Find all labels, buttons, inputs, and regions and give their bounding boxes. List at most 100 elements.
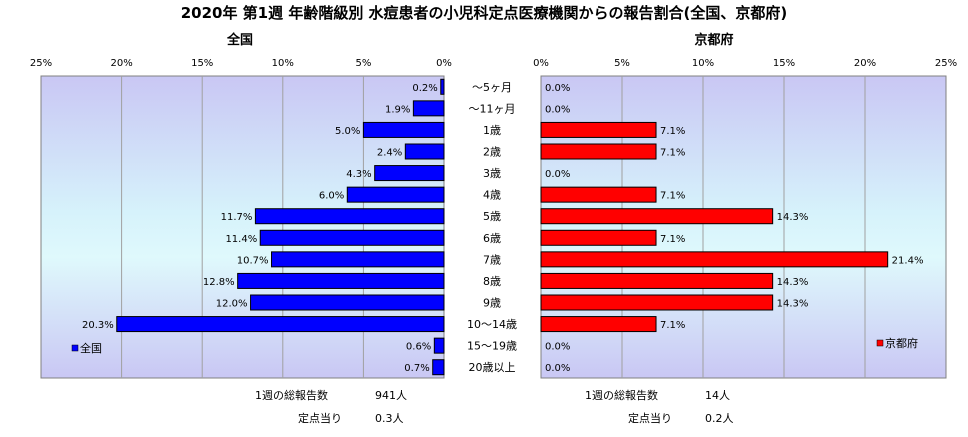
right-tick-label: 25% [935,58,957,69]
right-chart-title: 京都府 [694,32,733,48]
right-data-label: 7.1% [660,148,685,159]
category-label: 4歳 [483,189,501,202]
left-tick-label: 20% [110,58,132,69]
left-data-label: 2.4% [377,148,402,159]
category-label: 7歳 [483,253,501,266]
left-tick-label: 10% [272,58,294,69]
left-data-label: 0.6% [406,342,431,353]
left-data-label: 0.2% [412,83,437,94]
left-data-label: 0.7% [404,363,429,374]
left-tick-label: 0% [436,58,452,69]
left-chart-title: 全国 [226,32,253,48]
left-plot-area [40,75,445,379]
left-data-label: 6.0% [319,191,344,202]
left-bar [271,251,445,268]
right-tick-labels: 0% 5% 10% 15% 20% 25% [533,58,957,69]
right-legend-label: 京都府 [885,336,918,350]
category-label: 10～14歳 [467,318,517,331]
left-bar [440,78,445,95]
right-tick-label: 20% [854,58,876,69]
category-label: ～11ヶ月 [469,102,516,115]
left-bar [254,208,445,225]
right-legend: 京都府 [876,336,918,350]
right-plot-area [540,75,947,379]
right-bar [540,143,657,160]
right-data-label: 7.1% [660,234,685,245]
right-legend-swatch [876,339,884,347]
category-label: 15～19歳 [467,340,517,353]
right-data-label: 7.1% [660,320,685,331]
right-data-label: 0.0% [545,342,570,353]
category-label: 8歳 [483,275,501,288]
right-bar [540,251,889,268]
left-per-site-value: 0.3人 [375,412,404,425]
right-data-label: 0.0% [545,363,570,374]
category-labels: ～5ヶ月 ～11ヶ月 1歳 2歳 3歳 4歳 5歳 6歳 7歳 8歳 9歳 10～14歳 15～19歳 2… [467,81,517,374]
category-label: ～5ヶ月 [472,81,512,94]
left-data-labels: 0.2%1.9%5.0%2.4%4.3%6.0%11.7%11.4%10.7%1… [82,83,438,374]
left-legend-label: 全国 [80,341,102,355]
left-tick-labels: 25% 20% 15% 10% 5% 0% [30,58,452,69]
right-data-label: 7.1% [660,191,685,202]
right-data-label: 0.0% [545,169,570,180]
left-bar [362,121,445,138]
right-footer: 1週の総報告数 14人 定点当り 0.2人 [585,388,734,425]
left-bar [412,100,445,117]
left-bar [346,186,445,203]
right-data-label: 14.3% [777,299,809,310]
category-label: 20歳以上 [469,361,516,374]
left-data-label: 1.9% [385,104,410,115]
right-per-site-value: 0.2人 [705,412,734,425]
left-total-value: 941人 [375,389,407,402]
right-bar [540,272,774,289]
right-data-label: 21.4% [892,255,924,266]
right-bar [540,316,657,333]
left-data-label: 5.0% [335,126,360,137]
left-data-label: 12.0% [216,299,248,310]
left-tick-label: 25% [30,58,52,69]
left-bar [237,272,445,289]
right-per-site-label: 定点当り [628,411,672,425]
left-bar [374,165,445,182]
right-data-label: 0.0% [545,104,570,115]
right-bar [540,229,657,246]
left-bars [116,78,445,376]
category-label: 9歳 [483,297,501,310]
left-bar [250,294,445,311]
right-bars [540,121,889,333]
left-data-label: 20.3% [82,320,114,331]
left-legend: 全国 [71,341,102,355]
right-total-label: 1週の総報告数 [585,388,658,402]
left-bar [259,229,445,246]
left-tick-label: 5% [355,58,371,69]
right-bar [540,208,774,225]
left-bar [432,359,445,376]
right-tick-label: 5% [614,58,630,69]
right-data-labels: 0.0% 0.0% 7.1% 7.1% 0.0% 7.1% 14.3% 7.1% 21.4% 14… [545,83,923,374]
left-total-label: 1週の総報告数 [255,388,328,402]
right-tick-label: 15% [773,58,795,69]
left-data-label: 11.7% [221,212,253,223]
left-legend-swatch [71,344,79,352]
right-bar [540,294,774,311]
category-label: 6歳 [483,232,501,245]
left-footer: 1週の総報告数 941人 定点当り 0.3人 [255,388,407,425]
category-label: 3歳 [483,167,501,180]
right-tick-label: 0% [533,58,549,69]
left-data-label: 11.4% [225,234,257,245]
category-label: 2歳 [483,146,501,159]
right-bar [540,186,657,203]
right-bar [540,121,657,138]
right-data-label: 14.3% [777,277,809,288]
left-bar [116,316,445,333]
chart-title: 2020年 第1週 年齢階級別 水痘患者の小児科定点医療機関からの報告割合(全国… [181,4,788,22]
left-data-label: 10.7% [237,255,269,266]
left-bar [404,143,445,160]
right-data-label: 14.3% [777,212,809,223]
right-data-label: 0.0% [545,83,570,94]
left-data-label: 12.8% [203,277,235,288]
right-tick-label: 10% [692,58,714,69]
left-tick-label: 15% [191,58,213,69]
